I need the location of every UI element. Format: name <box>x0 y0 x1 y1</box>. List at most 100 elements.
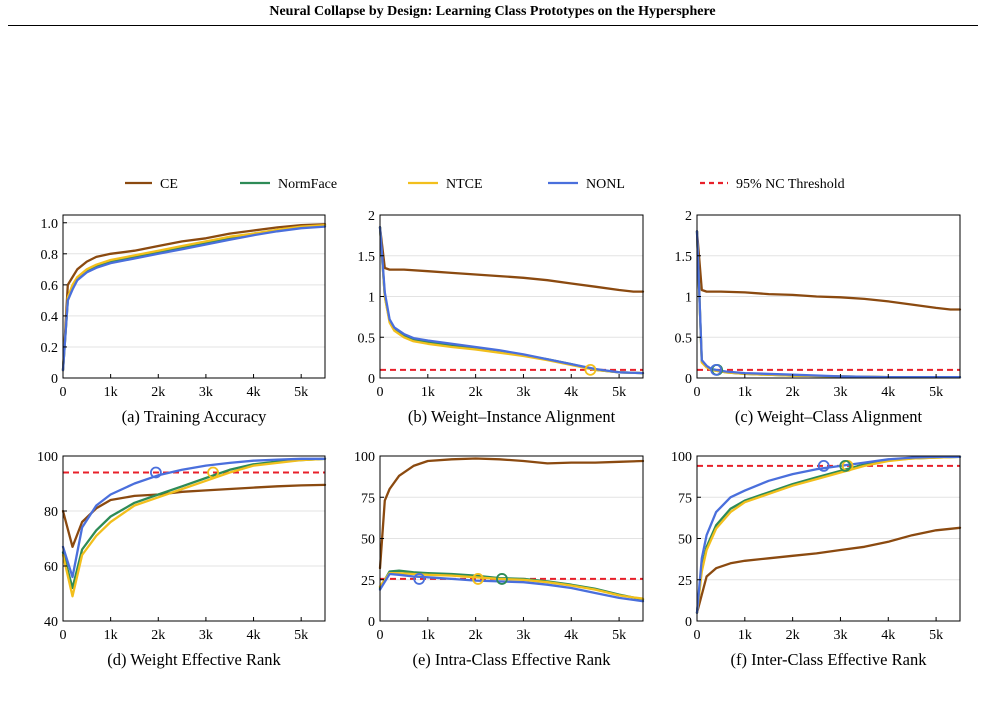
legend-label-CE: CE <box>160 177 178 192</box>
marker-e-2 <box>496 573 508 585</box>
chart-c: 0 1k 2k 3k 4k 5k 0 0.5 1 1.5 2 (c) Weight–Class Ali… <box>675 209 962 426</box>
caption-e: (e) Intra-Class Effective Rank <box>412 650 611 669</box>
series-line-f-NTCE <box>695 455 962 614</box>
ytick-label-b-0: 0 <box>368 372 375 387</box>
marker-e-0 <box>413 573 426 585</box>
series-line-c-NormFace <box>695 230 962 379</box>
series-line-f-NONL <box>695 455 962 614</box>
ytick-label-e-2: 50 <box>361 533 375 548</box>
ytick-label-b-4: 2 <box>368 209 375 224</box>
chart-a: 0 1k 2k 3k 4k 5k 0 0.2 0.4 0.6 0.8 1.0 (a) Training … <box>41 214 327 426</box>
ytick-label-f-3: 75 <box>678 491 692 506</box>
chart-e: 0 1k 2k 3k 4k 5k 0 25 50 75 100 (e) Intra-Class Eff… <box>354 450 645 669</box>
xtick-label-c-0: 0 <box>694 385 701 400</box>
series-line-a-CE <box>61 223 327 372</box>
marker-b-0 <box>584 363 597 376</box>
caption-d: (d) Weight Effective Rank <box>107 650 281 669</box>
xtick-label-d-2: 2k <box>151 628 165 643</box>
ytick-label-d-2: 80 <box>44 505 58 520</box>
legend-entry-CE: CE <box>125 177 178 192</box>
legend-label-threshold: 95% NC Threshold <box>736 177 845 192</box>
xtick-label-e-1: 1k <box>421 628 435 643</box>
xtick-label-a-2: 2k <box>151 385 165 400</box>
xtick-label-f-0: 0 <box>694 628 701 643</box>
xtick-label-c-4: 4k <box>881 385 895 400</box>
ytick-label-f-4: 100 <box>671 450 692 465</box>
legend-entry-NormFace: NormFace <box>240 177 337 192</box>
xtick-label-f-1: 1k <box>738 628 752 643</box>
legend: CE NormFace NTCE NONL 95% NC Threshold <box>125 177 845 192</box>
xtick-label-a-0: 0 <box>60 385 67 400</box>
xtick-label-d-3: 3k <box>199 628 213 643</box>
chart-f: 0 1k 2k 3k 4k 5k 0 25 50 75 100 (f) Inter-Class Eff… <box>671 450 962 669</box>
legend-label-NormFace: NormFace <box>278 177 337 192</box>
series-line-d-CE <box>61 483 327 548</box>
xtick-label-d-5: 5k <box>294 628 308 643</box>
series-line-c-CE <box>695 230 962 311</box>
ytick-label-a-0: 0 <box>51 372 58 387</box>
ytick-label-e-3: 75 <box>361 491 375 506</box>
xtick-label-f-4: 4k <box>881 628 895 643</box>
xtick-label-e-3: 3k <box>516 628 530 643</box>
series-line-d-NONL <box>61 457 327 579</box>
legend-label-NTCE: NTCE <box>446 177 483 192</box>
legend-entry-NONL: NONL <box>548 177 625 192</box>
ytick-label-c-3: 1.5 <box>675 250 693 265</box>
series-line-b-NONL <box>378 226 645 375</box>
page-title: Neural Collapse by Design: Learning Clas… <box>269 4 716 19</box>
legend-entry-threshold: 95% NC Threshold <box>700 177 845 192</box>
legend-entry-NTCE: NTCE <box>408 177 483 192</box>
xtick-label-b-4: 4k <box>564 385 578 400</box>
xtick-label-d-1: 1k <box>104 628 118 643</box>
marker-f-2 <box>839 459 852 472</box>
ytick-label-d-0: 40 <box>44 615 58 630</box>
marker-f-0 <box>817 459 830 472</box>
ytick-label-b-2: 1 <box>368 291 375 306</box>
caption-a: (a) Training Accuracy <box>122 407 268 426</box>
axes-frame-d <box>62 455 326 622</box>
ytick-label-e-0: 0 <box>368 615 375 630</box>
caption-f: (f) Inter-Class Effective Rank <box>731 650 928 669</box>
panels: 0 1k 2k 3k 4k 5k 0 0.2 0.4 0.6 0.8 1.0 (a) Training … <box>37 209 962 669</box>
ytick-label-a-1: 0.2 <box>41 341 59 356</box>
xtick-label-f-3: 3k <box>833 628 847 643</box>
xtick-label-c-5: 5k <box>929 385 943 400</box>
xtick-label-f-5: 5k <box>929 628 943 643</box>
xtick-label-a-4: 4k <box>247 385 261 400</box>
xtick-label-a-5: 5k <box>294 385 308 400</box>
series-line-d-NTCE <box>61 457 327 598</box>
xtick-label-d-0: 0 <box>60 628 67 643</box>
ytick-label-a-2: 0.4 <box>41 310 59 325</box>
series-line-e-NONL <box>378 572 645 603</box>
series-line-e-NTCE <box>378 571 645 600</box>
xtick-label-a-3: 3k <box>199 385 213 400</box>
ytick-label-f-1: 25 <box>678 574 692 589</box>
xtick-label-b-2: 2k <box>469 385 483 400</box>
ytick-label-a-3: 0.6 <box>41 279 59 294</box>
marker-c-1 <box>710 363 723 376</box>
ytick-label-c-0: 0 <box>685 372 692 387</box>
series-line-c-NTCE <box>695 230 962 379</box>
series-line-c-NONL <box>695 230 962 379</box>
marker-d-0 <box>149 466 162 479</box>
ytick-label-b-1: 0.5 <box>358 331 376 346</box>
xtick-label-e-2: 2k <box>469 628 483 643</box>
ytick-label-b-3: 1.5 <box>358 250 376 265</box>
series-line-a-NTCE <box>61 223 327 372</box>
ytick-label-d-3: 100 <box>37 450 58 465</box>
series-line-f-NormFace <box>695 455 962 614</box>
ytick-label-c-4: 2 <box>685 209 692 224</box>
header-rule <box>8 25 978 26</box>
xtick-label-c-3: 3k <box>833 385 847 400</box>
xtick-label-b-0: 0 <box>377 385 384 400</box>
series-line-a-NONL <box>61 225 327 372</box>
series-line-b-CE <box>378 226 645 293</box>
marker-e-1 <box>472 573 484 585</box>
series-line-e-CE <box>378 457 645 570</box>
ytick-label-a-4: 0.8 <box>41 248 59 263</box>
xtick-label-e-0: 0 <box>377 628 384 643</box>
xtick-label-d-4: 4k <box>247 628 261 643</box>
ytick-label-e-1: 25 <box>361 574 375 589</box>
xtick-label-e-4: 4k <box>564 628 578 643</box>
